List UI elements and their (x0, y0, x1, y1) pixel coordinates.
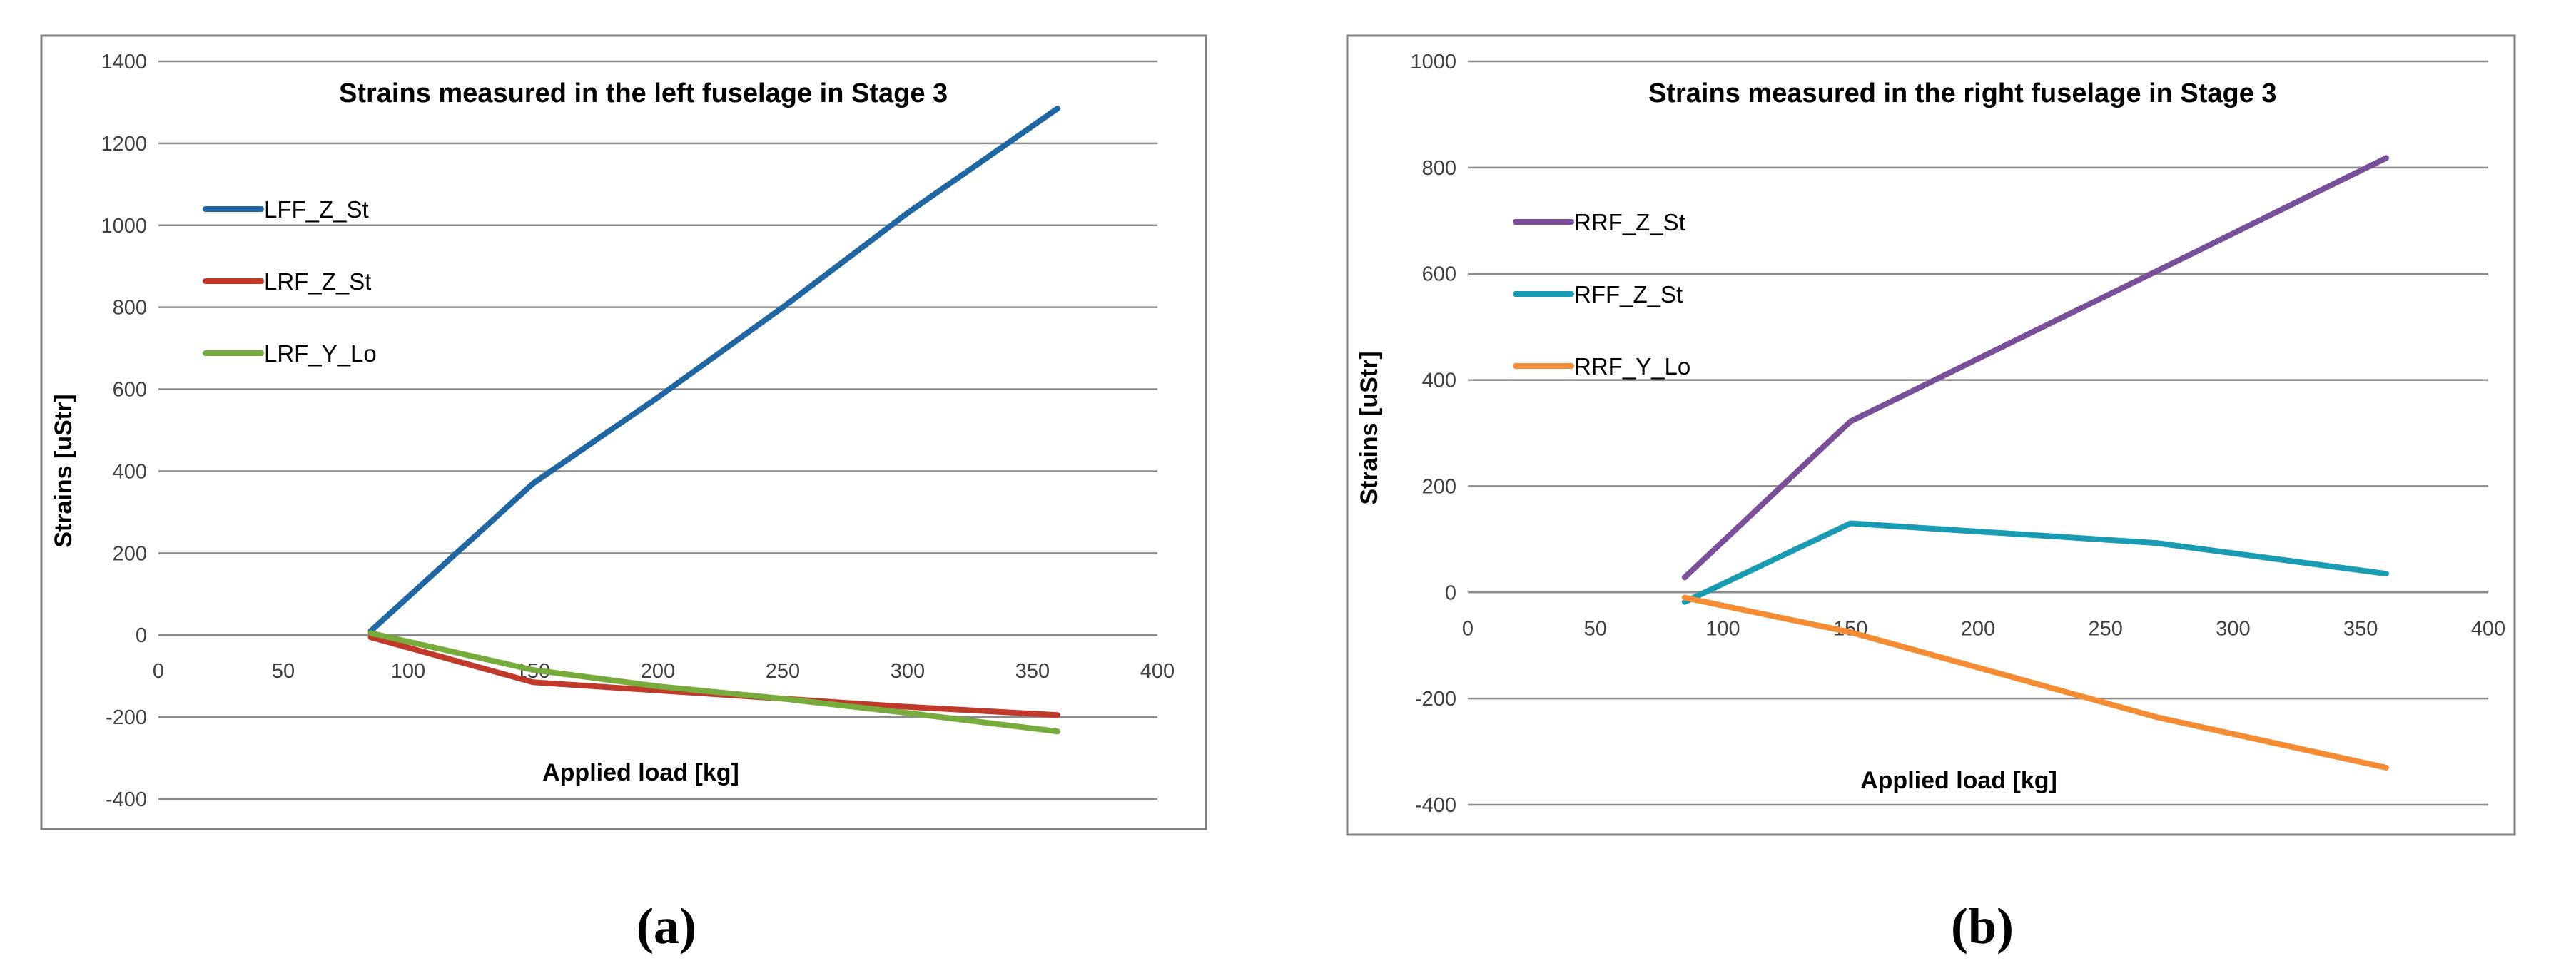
y-tick-label-left: -200 (106, 706, 147, 729)
chart-frame-left (40, 34, 1207, 830)
legend-label-rff-z-st: RFF_Z_St (1574, 281, 1683, 307)
legend-label-lff-z-st: LFF_Z_St (264, 196, 369, 223)
y-axis-label-left: Strains [uStr] (50, 394, 77, 547)
x-tick-label-left: 250 (766, 660, 800, 683)
panel-caption-left: (a) (637, 898, 696, 955)
series-line-lrf-y-lo (367, 630, 1060, 735)
x-tick-label-right: 350 (2343, 617, 2378, 640)
y-tick-label-left: -400 (106, 788, 147, 811)
x-tick-label-left: 100 (391, 660, 425, 683)
y-tick-label-right: 400 (1422, 370, 1456, 392)
x-tick-label-left: 300 (891, 660, 925, 683)
y-axis-label-right: Strains [uStr] (1356, 351, 1383, 504)
y-tick-label-right: -200 (1415, 688, 1456, 711)
y-tick-label-left: 1400 (101, 51, 147, 73)
panel-caption-right: (b) (1951, 898, 2014, 955)
legend-label-rrf-z-st: RRF_Z_St (1574, 209, 1685, 235)
chart-title-right: Strains measured in the right fuselage i… (1648, 78, 2277, 108)
chart-panel-right: 0 50 100 150 200 250 300 350 400 -400-2000200400… (1346, 34, 2516, 955)
y-tick-label-right: 0 (1445, 581, 1456, 604)
y-tick-label-right: 600 (1422, 263, 1456, 286)
y-tick-label-left: 800 (113, 297, 147, 320)
x-tick-label-right: 50 (1584, 617, 1607, 640)
y-tick-label-left: 600 (113, 379, 147, 402)
y-tick-label-left: 1000 (101, 215, 147, 238)
y-tick-label-left: 400 (113, 460, 147, 483)
x-tick-label-right: 400 (2471, 617, 2505, 640)
chart-panel-left: 0 50 100 150 200 250 300 350 400 -400-2000200400… (40, 34, 1207, 955)
chart-frame-right (1346, 34, 2516, 836)
x-tick-label-left: 50 (272, 660, 295, 683)
series-line-lff-z-st (367, 106, 1060, 634)
x-tick-label-right: 200 (1961, 617, 1995, 640)
series-line-rrf-y-lo (1681, 594, 2389, 771)
x-tick-label-left: 400 (1140, 660, 1175, 683)
y-tick-label-left: 200 (113, 542, 147, 565)
x-tick-label-right: 300 (2216, 617, 2250, 640)
y-tick-label-right: 200 (1422, 475, 1456, 498)
legend-label-rrf-y-lo: RRF_Y_Lo (1574, 353, 1690, 380)
x-tick-label-left: 200 (641, 660, 675, 683)
x-axis-label-left: Applied load [kg] (542, 759, 739, 786)
y-tick-label-right: 1000 (1410, 51, 1456, 73)
series-line-rrf-z-st (1681, 155, 2389, 581)
chart-title-left: Strains measured in the left fuselage in… (339, 78, 948, 108)
y-tick-label-right: -400 (1415, 794, 1456, 817)
y-tick-label-right: 800 (1422, 157, 1456, 180)
legend-label-lrf-y-lo: LRF_Y_Lo (264, 340, 377, 367)
legend-label-lrf-z-st: LRF_Z_St (264, 268, 371, 295)
series-line-rff-z-st (1681, 520, 2389, 605)
x-tick-label-right: 250 (2089, 617, 2123, 640)
x-tick-label-left: 350 (1015, 660, 1050, 683)
y-tick-label-left: 1200 (101, 133, 147, 156)
x-tick-label-right: 0 (1462, 617, 1474, 640)
y-tick-label-left: 0 (136, 624, 147, 647)
x-axis-label-right: Applied load [kg] (1860, 767, 2057, 794)
x-tick-label-right: 100 (1705, 617, 1740, 640)
x-tick-label-left: 0 (153, 660, 164, 683)
